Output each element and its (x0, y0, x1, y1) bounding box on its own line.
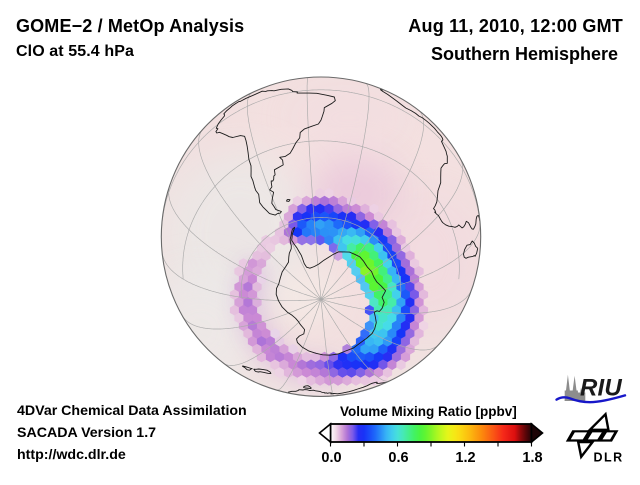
svg-text:0.6: 0.6 (388, 450, 408, 466)
svg-text:1.8: 1.8 (522, 450, 542, 466)
svg-text:1.2: 1.2 (455, 450, 475, 466)
svg-text:DLR: DLR (594, 451, 624, 465)
svg-text:0.0: 0.0 (321, 450, 341, 466)
